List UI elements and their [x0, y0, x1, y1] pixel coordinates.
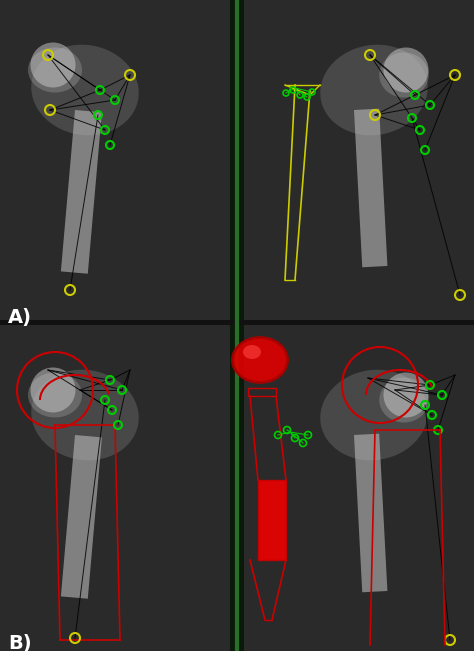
Bar [0, 320, 474, 325]
Ellipse shape [28, 48, 82, 92]
Bar [244, 0, 474, 325]
Ellipse shape [31, 370, 139, 460]
Ellipse shape [320, 45, 428, 135]
Bar [354, 109, 387, 268]
Bar [354, 434, 387, 592]
Ellipse shape [320, 370, 428, 460]
Ellipse shape [379, 378, 429, 422]
Circle shape [30, 368, 75, 413]
Bar [258, 480, 286, 560]
Text: B): B) [8, 634, 32, 651]
Circle shape [383, 372, 428, 417]
Ellipse shape [379, 53, 429, 98]
Text: A): A) [8, 308, 32, 327]
Bar [248, 388, 276, 396]
Circle shape [30, 42, 75, 87]
Bar [0, 0, 230, 325]
Ellipse shape [233, 337, 288, 383]
Bar [61, 110, 102, 273]
Bar [61, 435, 102, 599]
Bar [0, 325, 230, 651]
Ellipse shape [243, 345, 261, 359]
Bar [230, 0, 244, 651]
Bar [244, 325, 474, 651]
Circle shape [383, 48, 428, 92]
Ellipse shape [31, 45, 139, 135]
Ellipse shape [28, 372, 82, 417]
